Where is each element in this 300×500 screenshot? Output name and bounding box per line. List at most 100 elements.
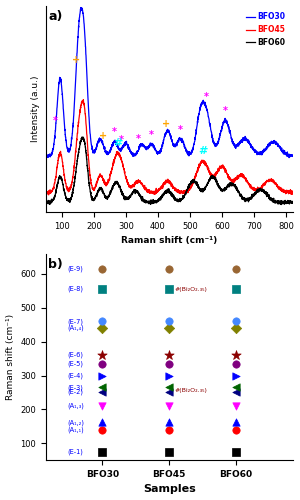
- Y-axis label: Raman shift (cm⁻¹): Raman shift (cm⁻¹): [6, 314, 15, 400]
- Point: [100, 285, 105, 293]
- Point: [167, 324, 172, 332]
- Line: BFO30: BFO30: [46, 8, 292, 158]
- Y-axis label: Intensity (a.u.): Intensity (a.u.): [31, 76, 40, 142]
- Text: (E-4): (E-4): [68, 372, 84, 379]
- Point: [233, 384, 238, 392]
- Point: [167, 402, 172, 410]
- Point: [100, 372, 105, 380]
- Text: *: *: [112, 127, 117, 137]
- Point: [100, 350, 105, 358]
- X-axis label: Raman shift (cm⁻¹): Raman shift (cm⁻¹): [121, 236, 217, 246]
- Text: (E-1): (E-1): [68, 448, 84, 455]
- BFO60: [284, 200, 287, 206]
- Point: [100, 402, 105, 410]
- Point: [167, 426, 172, 434]
- Point: [167, 265, 172, 273]
- BFO30: [56, 88, 60, 94]
- BFO45: [57, 154, 60, 160]
- Point: [167, 384, 172, 392]
- BFO60: [238, 194, 242, 200]
- Line: BFO45: BFO45: [46, 100, 292, 195]
- Text: #(Bi₂O₂.₃₅): #(Bi₂O₂.₃₅): [175, 388, 207, 394]
- Point: [233, 448, 238, 456]
- Text: (E-2): (E-2): [68, 388, 84, 395]
- Text: +: +: [162, 118, 170, 128]
- Point: [100, 426, 105, 434]
- Point: [167, 360, 172, 368]
- Point: [167, 350, 172, 358]
- Text: *: *: [53, 116, 58, 126]
- BFO60: [284, 199, 287, 205]
- BFO30: [284, 150, 287, 156]
- Point: [100, 318, 105, 326]
- Text: (A₁,₄): (A₁,₄): [68, 325, 85, 332]
- Text: +: +: [99, 130, 107, 140]
- Point: [167, 448, 172, 456]
- Point: [167, 418, 172, 426]
- Text: *: *: [178, 125, 183, 135]
- Text: (E-5): (E-5): [68, 360, 84, 367]
- Text: (A₁,₃): (A₁,₃): [68, 403, 85, 409]
- BFO30: [79, 4, 83, 10]
- Point: [167, 318, 172, 326]
- Text: *: *: [223, 106, 228, 116]
- BFO60: [291, 200, 294, 206]
- Point: [100, 324, 105, 332]
- Line: BFO60: BFO60: [46, 137, 292, 204]
- Point: [100, 265, 105, 273]
- BFO45: [291, 189, 294, 195]
- BFO30: [287, 154, 291, 160]
- Point: [233, 318, 238, 326]
- BFO45: [238, 173, 242, 179]
- Point: [233, 360, 238, 368]
- Point: [167, 388, 172, 396]
- Point: [100, 448, 105, 456]
- Point: [167, 372, 172, 380]
- Point: [233, 372, 238, 380]
- Text: (E-9): (E-9): [68, 266, 84, 272]
- BFO45: [82, 96, 85, 102]
- BFO30: [44, 152, 47, 158]
- BFO45: [164, 178, 168, 184]
- Text: #: #: [113, 138, 122, 148]
- Point: [233, 388, 238, 396]
- Text: b): b): [48, 258, 63, 271]
- BFO45: [284, 189, 287, 195]
- Text: *: *: [203, 92, 208, 102]
- Text: a): a): [48, 10, 63, 22]
- Text: (A₁,₁): (A₁,₁): [68, 426, 85, 433]
- Point: [233, 324, 238, 332]
- BFO30: [284, 151, 287, 157]
- Point: [167, 285, 172, 293]
- BFO60: [44, 200, 47, 206]
- BFO60: [279, 202, 283, 207]
- Point: [233, 402, 238, 410]
- Point: [233, 265, 238, 273]
- BFO45: [158, 186, 161, 192]
- Text: #: #: [198, 146, 208, 156]
- Text: (A₁,₂): (A₁,₂): [68, 419, 85, 426]
- Text: (E-3): (E-3): [68, 384, 84, 390]
- Legend: BFO30, BFO45, BFO60: BFO30, BFO45, BFO60: [243, 10, 289, 50]
- BFO30: [238, 139, 242, 145]
- Point: [233, 418, 238, 426]
- X-axis label: Samples: Samples: [143, 484, 196, 494]
- Point: [100, 384, 105, 392]
- Point: [100, 418, 105, 426]
- Text: (E-6): (E-6): [68, 352, 84, 358]
- BFO60: [80, 134, 84, 140]
- BFO30: [291, 154, 294, 160]
- Text: (E-8): (E-8): [68, 286, 84, 292]
- Point: [233, 350, 238, 358]
- Text: *: *: [136, 134, 141, 144]
- Point: [233, 426, 238, 434]
- Text: +: +: [72, 55, 80, 65]
- BFO45: [47, 192, 50, 198]
- Point: [233, 285, 238, 293]
- Text: (E-7): (E-7): [68, 318, 84, 324]
- BFO45: [284, 190, 287, 196]
- Text: *: *: [149, 130, 154, 140]
- Point: [100, 360, 105, 368]
- BFO60: [158, 195, 161, 201]
- BFO60: [56, 176, 60, 182]
